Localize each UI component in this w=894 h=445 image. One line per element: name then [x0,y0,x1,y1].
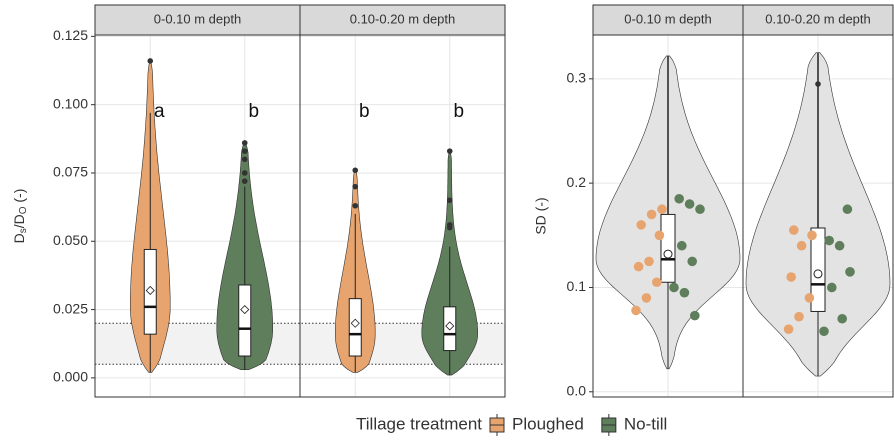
y-tick-label: 0.075 [53,164,88,180]
data-point [842,204,853,215]
mean-marker [445,321,455,331]
y-tick-label: 0.3 [567,70,587,86]
data-point [684,199,695,209]
data-point [674,193,684,204]
significance-letter: a [154,101,165,122]
mean-marker [350,318,360,328]
y-tick-label: 0.0 [567,382,587,398]
mean-marker [240,305,250,315]
data-point [819,326,829,337]
data-point [631,305,641,316]
outlier [815,81,821,87]
data-point [669,282,679,293]
facet-label: 0-0.10 m depth [624,11,711,26]
y-label-part: (-) [11,189,27,207]
data-point [837,313,847,324]
facet-label: 0.10-0.20 m depth [350,11,456,26]
outlier [241,140,248,146]
y-tick-label: 0.125 [53,27,88,43]
data-point [654,230,665,241]
outlier [241,148,248,154]
data-point [677,240,687,251]
data-point [845,267,855,277]
data-point [657,204,667,215]
data-point [824,235,834,246]
legend-title: Tillage treatment [356,414,482,433]
data-point [633,261,644,272]
y-label-part: O [18,206,29,214]
data-point [636,220,646,230]
outlier [446,197,453,204]
y-label-part: s [18,228,29,233]
data-point [690,310,700,321]
legend-label: No-till [624,414,667,433]
data-point [827,282,837,293]
outlier [446,148,453,154]
data-point [796,240,807,251]
outlier [147,58,154,64]
data-point [646,209,657,220]
y-axis-label: Ds/DO (-) [11,189,29,244]
y-label-part: /D [11,214,27,228]
y-tick-label: 0.2 [567,174,587,190]
mean-marker [813,269,823,279]
y-tick-label: 0.025 [53,300,88,316]
box [660,213,676,283]
data-point [695,204,705,215]
outlier [352,202,359,209]
significance-letter: b [248,101,259,122]
outlier [352,183,359,190]
data-point [687,256,697,267]
data-point [644,256,654,267]
data-point [783,324,794,334]
outlier [241,156,248,163]
legend-label: Ploughed [512,414,584,433]
data-point [652,277,662,288]
y-axis-label: SD (-) [533,197,549,234]
data-point [786,272,796,282]
y-tick-label: 0.050 [53,232,88,248]
outlier [241,170,248,176]
facet-strip [299,4,506,36]
data-point [794,311,804,322]
data-point [807,230,817,241]
y-tick-label: 0.100 [53,95,88,111]
box [238,284,252,357]
facet-strip [742,4,894,36]
data-point [641,293,652,303]
facet-label: 0.10-0.20 m depth [765,11,871,26]
y-tick-label: 0.000 [53,369,88,385]
mean-marker [663,249,673,259]
y-tick-label: 0.1 [567,278,587,294]
outlier [241,178,248,184]
significance-letter: b [453,101,464,122]
y-label-part: D [11,233,27,243]
facet-strip [592,4,744,36]
mean-marker [145,285,155,296]
outlier [352,167,359,174]
facet-label: 0-0.10 m depth [154,11,241,26]
data-point [804,293,815,303]
data-point [679,287,690,298]
data-point [789,225,799,235]
significance-letter: b [359,101,370,122]
outlier [446,222,453,228]
data-point [834,240,845,251]
